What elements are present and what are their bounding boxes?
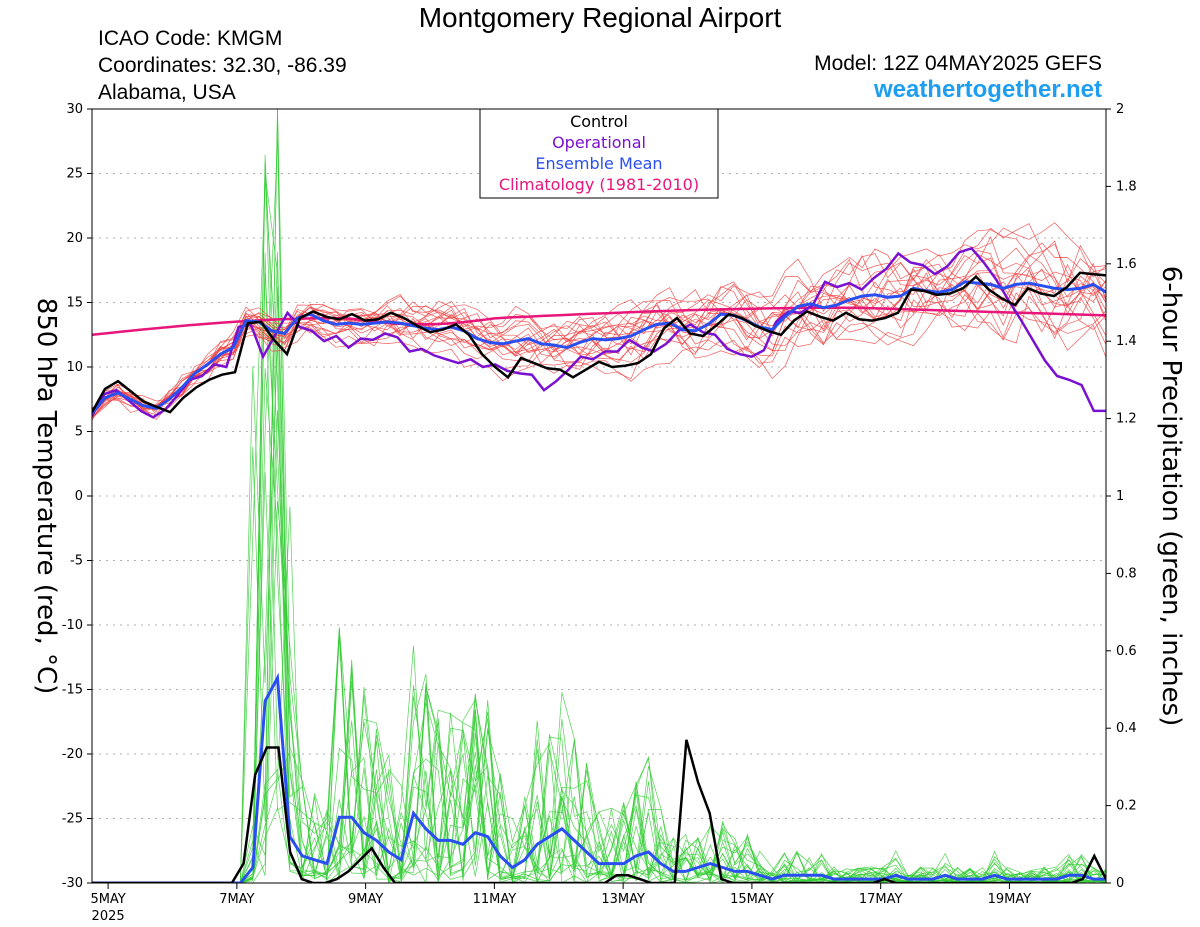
y2-tick-label: 0.8: [1116, 566, 1137, 581]
y-tick-label: 10: [66, 360, 83, 375]
y-tick-label: 15: [66, 296, 83, 311]
y2-tick-label: 1.6: [1116, 257, 1137, 272]
precip-member-line: [92, 178, 1106, 883]
site-credit: weathertogether.net: [873, 76, 1102, 103]
y2-tick-label: 0: [1116, 876, 1124, 891]
x-axis-ticks: 5MAY 2025 7MAY 9MAY 11MAY 13MAY 15MAY 17MAY 19MA…: [90, 883, 1031, 924]
temp-member-line: [92, 272, 1106, 413]
y-tick-label: 25: [66, 167, 83, 182]
x-tick-label: 17MAY: [859, 892, 903, 907]
y2-tick-label: 2: [1116, 102, 1124, 117]
y-axis-ticks: 30 25 20 15 10 5 0 -5 -10 -15 -20 -25 -30: [62, 102, 92, 891]
precip-member-line: [92, 286, 1106, 883]
temp-member-line: [92, 236, 1106, 419]
y-tick-label: 30: [66, 102, 83, 117]
precip-control-line: [92, 739, 1106, 883]
y2-tick-label: 1.4: [1116, 334, 1137, 349]
legend-box: [479, 108, 719, 199]
x-tick-label: 15MAY: [730, 892, 774, 907]
y2-tick-label: 0.6: [1116, 644, 1137, 659]
precip-member-line: [92, 273, 1106, 883]
coordinates: Coordinates: 32.30, -86.39: [98, 54, 347, 77]
y2-tick-label: 0.2: [1116, 799, 1137, 814]
legend-ensemble-mean: Ensemble Mean: [535, 154, 662, 173]
precip-member-line: [92, 368, 1106, 883]
legend-control: Control: [570, 112, 628, 131]
temp-member-line: [92, 250, 1106, 417]
y-tick-label: -30: [62, 876, 83, 891]
y-tick-label: 5: [75, 425, 83, 440]
temp-operational-line: [92, 246, 1106, 419]
region: Alabama, USA: [98, 81, 236, 104]
legend-climatology: Climatology (1981-2010): [499, 175, 699, 194]
y2-tick-label: 0.4: [1116, 721, 1137, 736]
x-tick-label: 11MAY: [473, 892, 517, 907]
y-tick-label: -15: [62, 683, 83, 698]
chart-legend: Control Operational Ensemble Mean Climat…: [479, 108, 719, 199]
temp-member-line: [92, 275, 1106, 411]
x-tick-label: 13MAY: [601, 892, 645, 907]
precip-member-line: [92, 506, 1106, 883]
series-lines: [92, 246, 1106, 883]
temp-member-line: [92, 223, 1106, 415]
precip-member-line: [92, 138, 1106, 883]
y2-axis-ticks: 2 1.8 1.6 1.4 1.2 1 0.8 0.6 0.4 0.2 0: [1106, 102, 1137, 891]
precip-ensemble-mean-line: [92, 672, 1106, 883]
precip-member-line: [92, 472, 1106, 883]
y-axis-label: 850 hPa Temperature (red, °C): [31, 298, 61, 695]
x-tick-label: 9MAY: [348, 892, 383, 907]
x-tick-sublabel: 2025: [92, 909, 125, 924]
temp-member-line: [92, 253, 1106, 421]
x-tick-label: 19MAY: [988, 892, 1032, 907]
temp-members: [92, 222, 1106, 421]
precip-member-line: [92, 340, 1106, 883]
y2-tick-label: 1: [1116, 489, 1124, 504]
y-tick-label: 0: [75, 489, 83, 504]
y2-tick-label: 1.8: [1116, 179, 1137, 194]
chart-title: Montgomery Regional Airport: [418, 2, 782, 33]
x-tick-label: 7MAY: [219, 892, 254, 907]
climatology-line: [92, 306, 1106, 337]
icao-code: ICAO Code: KMGM: [98, 27, 283, 50]
y-tick-label: -20: [62, 747, 83, 762]
y2-tick-label: 1.2: [1116, 412, 1137, 427]
y-tick-label: -25: [62, 812, 83, 827]
y-tick-label: -10: [62, 618, 83, 633]
y-tick-label: -5: [70, 554, 83, 569]
precip-member-line: [92, 410, 1106, 883]
x-tick-label: 5MAY: [90, 892, 125, 907]
precip-member-line: [92, 694, 1106, 883]
y-tick-label: 20: [66, 231, 83, 246]
legend-operational: Operational: [552, 133, 646, 152]
precip-members: [92, 109, 1106, 883]
model-run: Model: 12Z 04MAY2025 GEFS: [814, 52, 1102, 75]
temp-member-line: [92, 242, 1106, 418]
y2-axis-label: 6-hour Precipitation (green, inches): [1156, 266, 1186, 726]
temp-control-line: [92, 271, 1106, 414]
temp-member-line: [92, 222, 1106, 416]
